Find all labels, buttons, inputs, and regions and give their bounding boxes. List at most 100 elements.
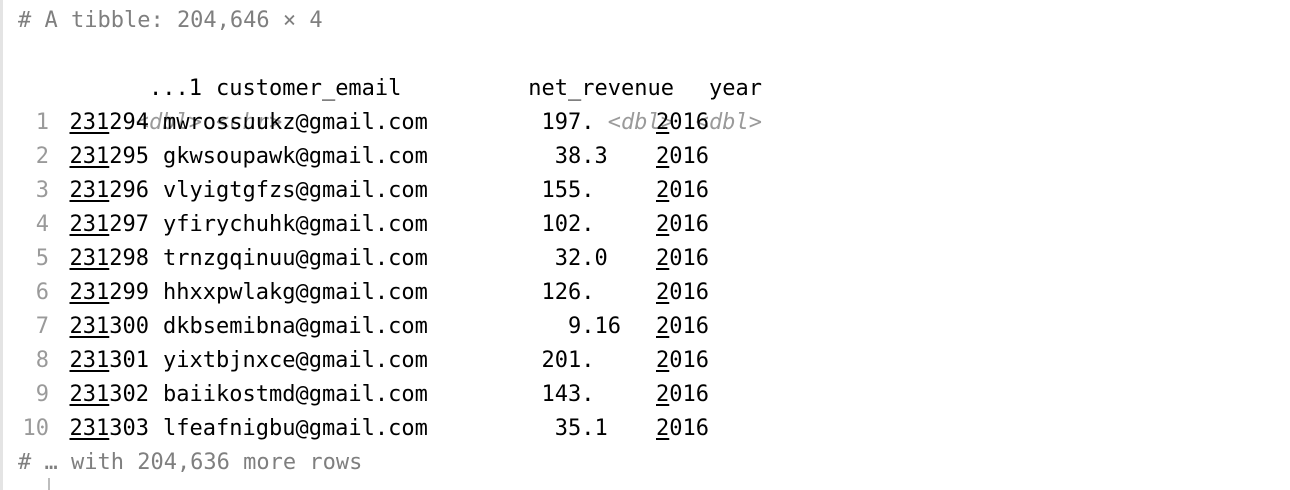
row-number: 9: [35, 382, 49, 407]
table-row: 3 231296 vlyigtgfzs@gmail.com 155. 2016: [18, 174, 1290, 208]
cell-id-leading-digits: 231: [69, 348, 110, 373]
cell-id-leading-digits: 231: [69, 110, 110, 135]
cell-year: 2016: [621, 242, 709, 276]
cell-year: 2016: [621, 208, 709, 242]
cell-year-trailing-digits: 016: [669, 144, 709, 169]
cell-id-trailing-digits: 297: [109, 212, 149, 237]
row-number: 10: [22, 416, 50, 441]
cell-id-leading-digits: 231: [69, 178, 110, 203]
cell-id-leading-digits: 231: [69, 416, 110, 441]
table-row: 6 231299 hhxxpwlakg@gmail.com 126. 2016: [18, 276, 1290, 310]
cell-id: 231301: [49, 344, 150, 378]
column-type-customer-email: <chr>: [215, 110, 283, 135]
column-type-net-revenue: <dbl>: [607, 110, 674, 135]
cell-customer-email: vlyigtgfzs@gmail.com: [163, 178, 428, 203]
row-number: 1: [35, 110, 49, 135]
column-name-net-revenue: net_revenue: [528, 76, 674, 101]
cell-year-leading-digit: 2: [656, 280, 670, 305]
cell-year-leading-digit: 2: [656, 314, 670, 339]
cell-id-trailing-digits: 298: [109, 246, 149, 271]
cell-year: 2016: [621, 276, 709, 310]
table-body: 1 231294 mwrossuukz@gmail.com 197. 2016 2 231…: [18, 106, 1290, 446]
cell-customer-email: dkbsemibna@gmail.com: [163, 314, 428, 339]
cell-id-trailing-digits: 296: [109, 178, 149, 203]
table-row: 2 231295 gkwsoupawk@gmail.com 38.3 2016: [18, 140, 1290, 174]
cell-year: 2016: [621, 344, 709, 378]
cell-customer-email: gkwsoupawk@gmail.com: [163, 144, 428, 169]
cell-net-revenue-value: 32.0: [554, 246, 621, 271]
cell-year: 2016: [621, 174, 709, 208]
row-number: 7: [35, 314, 49, 339]
cell-customer-email: trnzgqinuu@gmail.com: [163, 246, 428, 271]
cell-customer-email: baiikostmd@gmail.com: [163, 382, 428, 407]
tibble-footer-comment: # … with 204,636 more rows: [18, 450, 363, 475]
cell-net-revenue: 143.: [463, 378, 621, 412]
cell-year: 2016: [621, 310, 709, 344]
cell-net-revenue: 9.16: [463, 310, 621, 344]
cell-net-revenue: 32.0: [463, 242, 621, 276]
cell-year-leading-digit: 2: [656, 178, 670, 203]
cell-year-leading-digit: 2: [656, 144, 670, 169]
cell-net-revenue-value: 197.: [541, 110, 621, 135]
cell-net-revenue-value: 126.: [541, 280, 621, 305]
row-number: 2: [35, 144, 49, 169]
cell-id-trailing-digits: 295: [109, 144, 149, 169]
cell-year-leading-digit: 2: [656, 416, 670, 441]
cell-year-trailing-digits: 016: [669, 382, 709, 407]
cell-id: 231297: [49, 208, 150, 242]
cell-year-trailing-digits: 016: [669, 348, 709, 373]
column-type-1: <dbl>: [135, 110, 202, 135]
cell-net-revenue: 155.: [463, 174, 621, 208]
cell-year-leading-digit: 2: [656, 212, 670, 237]
cell-id-leading-digits: 231: [69, 246, 110, 271]
cell-net-revenue-value: 9.16: [568, 314, 621, 339]
cell-customer-email: yfirychuhk@gmail.com: [163, 212, 428, 237]
cell-net-revenue: 102.: [463, 208, 621, 242]
cell-net-revenue: 38.3: [463, 140, 621, 174]
cell-customer-email: lfeafnigbu@gmail.com: [163, 416, 428, 441]
cell-id: 231296: [49, 174, 150, 208]
row-number: 6: [35, 280, 49, 305]
cell-net-revenue: 201.: [463, 344, 621, 378]
cell-id-leading-digits: 231: [69, 144, 110, 169]
cell-id-leading-digits: 231: [69, 382, 110, 407]
cell-year-leading-digit: 2: [656, 246, 670, 271]
table-row: 5 231298 trnzgqinuu@gmail.com 32.0 2016: [18, 242, 1290, 276]
cell-net-revenue: 126.: [463, 276, 621, 310]
cell-id-leading-digits: 231: [69, 314, 110, 339]
column-type-row: <dbl> <chr> <dbl> <dbl>: [18, 72, 1290, 135]
cell-year-leading-digit: 2: [656, 348, 670, 373]
cell-id-trailing-digits: 294: [109, 110, 149, 135]
row-number: 4: [35, 212, 49, 237]
column-name-1: ...1: [149, 76, 202, 101]
cell-year: 2016: [621, 412, 709, 446]
table-row: 10 231303 lfeafnigbu@gmail.com 35.1 2016: [18, 412, 1290, 446]
cell-year: 2016: [621, 106, 709, 140]
cell-id: 231303: [49, 412, 150, 446]
console-cursor: [48, 478, 50, 490]
cell-year: 2016: [621, 140, 709, 174]
cell-year-leading-digit: 2: [656, 110, 670, 135]
table-row: 4 231297 yfirychuhk@gmail.com 102. 2016: [18, 208, 1290, 242]
cell-year-trailing-digits: 016: [669, 416, 709, 441]
table-row: 7 231300 dkbsemibna@gmail.com 9.16 2016: [18, 310, 1290, 344]
tibble-header-comment: # A tibble: 204,646 × 4: [18, 8, 323, 33]
column-header-row: ...1 customer_email net_revenue year: [18, 38, 1290, 101]
cell-id: 231298: [49, 242, 150, 276]
cell-year-leading-digit: 2: [656, 382, 670, 407]
cell-id-leading-digits: 231: [69, 212, 110, 237]
cell-id-trailing-digits: 303: [109, 416, 149, 441]
cell-year: 2016: [621, 378, 709, 412]
cell-id: 231295: [49, 140, 150, 174]
cell-net-revenue-value: 35.1: [554, 416, 621, 441]
column-name-year: year: [709, 76, 762, 101]
cell-net-revenue: 197.: [463, 106, 621, 140]
cell-net-revenue-value: 38.3: [554, 144, 621, 169]
column-name-customer-email: customer_email: [215, 76, 402, 101]
cell-year-trailing-digits: 016: [669, 280, 709, 305]
cell-year-trailing-digits: 016: [669, 246, 709, 271]
cell-id: 231294: [49, 106, 150, 140]
table-row: 8 231301 yixtbjnxce@gmail.com 201. 2016: [18, 344, 1290, 378]
cell-year-trailing-digits: 016: [669, 212, 709, 237]
